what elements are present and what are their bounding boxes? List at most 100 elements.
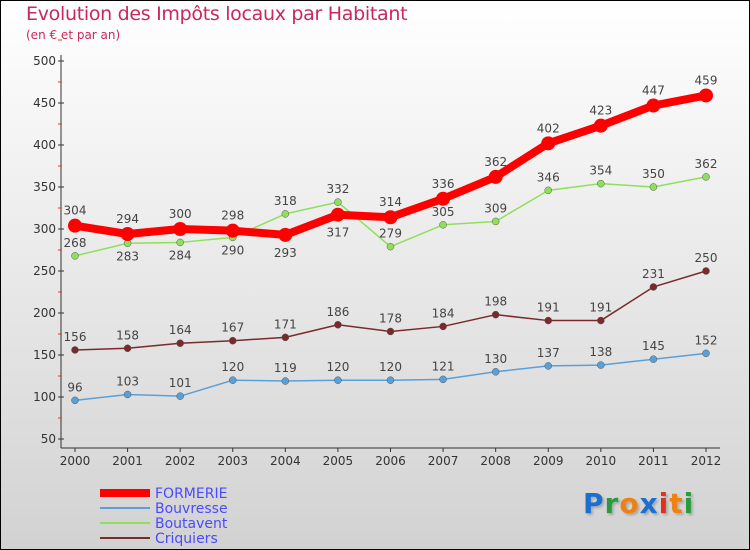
data-label: 309 — [484, 201, 507, 215]
legend-swatch — [100, 537, 150, 539]
data-label: 184 — [432, 306, 455, 320]
data-point — [544, 316, 552, 325]
x-tick-label: 2010 — [586, 454, 617, 468]
x-tick-label: 2003 — [217, 454, 248, 468]
x-tick-label: 2011 — [638, 454, 669, 468]
legend-swatch — [100, 489, 150, 497]
data-point — [699, 88, 713, 103]
data-point — [491, 368, 500, 376]
data-label: 120 — [379, 360, 402, 374]
legend-label: Boutavent — [155, 516, 228, 532]
data-label: 350 — [642, 167, 665, 181]
data-point — [334, 376, 342, 384]
data-point — [281, 210, 290, 218]
data-label: 332 — [326, 182, 349, 196]
y-tick-label: 250 — [33, 264, 56, 278]
data-point — [71, 396, 79, 405]
data-point — [120, 227, 135, 242]
data-label: 354 — [589, 164, 612, 178]
data-label: 121 — [432, 359, 455, 373]
data-point — [439, 322, 447, 331]
data-label: 198 — [484, 295, 507, 309]
data-label: 290 — [221, 243, 244, 257]
data-label: 300 — [169, 207, 192, 221]
data-point — [281, 377, 290, 385]
data-label: 120 — [221, 360, 244, 374]
y-tick-label: 200 — [33, 306, 56, 320]
data-label: 119 — [274, 361, 297, 375]
data-label: 137 — [537, 346, 560, 360]
data-label: 317 — [326, 226, 349, 240]
data-point — [71, 346, 79, 354]
data-point — [439, 221, 447, 229]
data-label: 130 — [484, 352, 507, 366]
data-point — [597, 179, 605, 188]
data-label: 156 — [64, 330, 87, 344]
data-label: 191 — [537, 301, 560, 315]
data-point — [386, 327, 395, 336]
proxiti-logo: Proxiti — [583, 487, 695, 520]
x-tick-label: 2002 — [165, 454, 196, 468]
x-tick-label: 2009 — [533, 454, 564, 468]
data-label: 318 — [274, 194, 297, 208]
data-label: 191 — [589, 301, 612, 315]
legend-swatch — [100, 522, 150, 524]
data-label: 336 — [432, 177, 455, 191]
data-point — [436, 191, 451, 206]
data-point — [386, 242, 395, 251]
data-label: 250 — [695, 251, 718, 265]
data-label: 279 — [379, 227, 402, 241]
data-point — [646, 98, 661, 113]
y-tick-label: 50 — [41, 432, 56, 446]
data-label: 103 — [116, 374, 139, 388]
y-tick-label: 350 — [33, 180, 56, 194]
data-point — [597, 316, 605, 325]
data-label: 268 — [64, 236, 87, 250]
data-point — [544, 186, 552, 195]
chart-title: Evolution des Impôts locaux par Habitant — [26, 3, 408, 25]
data-label: 293 — [274, 246, 297, 260]
data-point — [541, 136, 556, 151]
data-point — [334, 198, 342, 206]
x-tick-label: 2005 — [323, 454, 354, 468]
y-tick-label: 500 — [33, 54, 56, 68]
data-point — [71, 252, 79, 260]
data-label: 231 — [642, 267, 665, 281]
data-point — [229, 376, 237, 384]
data-label: 314 — [379, 195, 402, 209]
data-point — [439, 375, 447, 384]
data-label: 447 — [642, 84, 665, 98]
data-point — [225, 223, 240, 238]
data-point — [702, 173, 710, 181]
data-point — [176, 238, 184, 247]
data-point — [597, 361, 605, 369]
data-label: 138 — [589, 345, 612, 359]
data-label: 362 — [695, 157, 718, 171]
y-tick-label: 400 — [33, 138, 56, 152]
data-label: 96 — [67, 380, 82, 394]
data-point — [649, 183, 658, 191]
data-label: 152 — [695, 333, 718, 347]
data-label: 167 — [221, 321, 244, 335]
data-point — [544, 362, 552, 370]
data-label: 305 — [432, 205, 455, 219]
data-point — [491, 217, 500, 226]
legend-label: FORMERIE — [155, 486, 228, 502]
data-point — [334, 321, 342, 329]
data-point — [649, 355, 658, 363]
data-point — [702, 349, 710, 358]
data-point — [593, 118, 608, 133]
data-label: 346 — [537, 170, 560, 184]
data-label: 294 — [116, 212, 139, 226]
data-label: 402 — [537, 121, 560, 135]
data-label: 304 — [64, 204, 87, 218]
data-label: 158 — [116, 328, 139, 342]
x-tick-label: 2001 — [112, 454, 143, 468]
data-point — [123, 344, 132, 353]
data-point — [281, 333, 290, 342]
data-point — [176, 339, 184, 347]
data-label: 164 — [169, 323, 192, 337]
x-tick-label: 2008 — [480, 454, 511, 468]
